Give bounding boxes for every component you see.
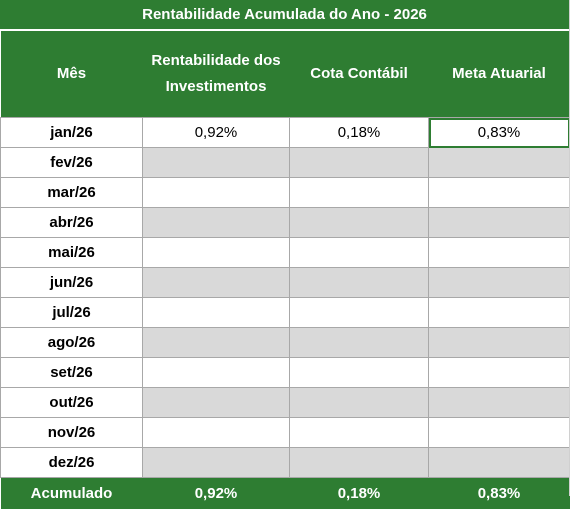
meta-cell[interactable] [429,328,570,358]
meta-cell[interactable] [429,418,570,448]
cota-cell[interactable] [290,268,429,298]
table-row: abr/26 [1,208,570,238]
month-cell[interactable]: dez/26 [1,448,143,478]
meta-cell[interactable] [429,178,570,208]
table-row: dez/26 [1,448,570,478]
cota-cell[interactable] [290,448,429,478]
rentabilidade-cell[interactable] [143,448,290,478]
cota-cell[interactable] [290,418,429,448]
cota-cell[interactable] [290,238,429,268]
month-cell[interactable]: jan/26 [1,118,143,148]
total-cota[interactable]: 0,18% [290,478,429,509]
header-rentabilidade-line1: Rentabilidade dos [151,52,280,69]
meta-cell[interactable] [429,238,570,268]
cota-cell[interactable] [290,208,429,238]
table-row: nov/26 [1,418,570,448]
table-row: jan/26 0,92% 0,18% 0,83% [1,118,570,148]
meta-cell[interactable] [429,298,570,328]
month-cell[interactable]: set/26 [1,358,143,388]
header-rentabilidade[interactable]: Rentabilidade dos Investimentos [143,31,290,118]
table-row: fev/26 [1,148,570,178]
rentabilidade-cell[interactable] [143,298,290,328]
cota-cell[interactable] [290,358,429,388]
meta-cell[interactable] [429,448,570,478]
header-cota[interactable]: Cota Contábil [290,31,429,118]
header-row: Mês Rentabilidade dos Investimentos Cota… [1,31,570,118]
cota-cell[interactable] [290,388,429,418]
table-row: jun/26 [1,268,570,298]
table-title: Rentabilidade Acumulada do Ano - 2026 [0,0,569,31]
total-label[interactable]: Acumulado [1,478,143,509]
rentabilidade-cell[interactable] [143,208,290,238]
rentabilidade-cell[interactable] [143,328,290,358]
total-meta[interactable]: 0,83% [429,478,570,509]
table-row: ago/26 [1,328,570,358]
meta-cell[interactable] [429,268,570,298]
header-rentabilidade-line2: Investimentos [166,78,267,95]
month-cell[interactable]: nov/26 [1,418,143,448]
header-meta[interactable]: Meta Atuarial [429,31,570,118]
header-month[interactable]: Mês [1,31,143,118]
rentabilidade-cell[interactable] [143,238,290,268]
rentabilidade-cell[interactable] [143,358,290,388]
month-cell[interactable]: mai/26 [1,238,143,268]
month-cell[interactable]: fev/26 [1,148,143,178]
cota-cell[interactable] [290,328,429,358]
rentabilidade-cell[interactable]: 0,92% [143,118,290,148]
meta-cell-selected[interactable]: 0,83% [429,118,570,148]
month-cell[interactable]: ago/26 [1,328,143,358]
month-cell[interactable]: mar/26 [1,178,143,208]
table-row: out/26 [1,388,570,418]
rentabilidade-cell[interactable] [143,148,290,178]
rentabilidade-cell[interactable] [143,178,290,208]
table-body: jan/26 0,92% 0,18% 0,83% fev/26 mar/26 a… [1,118,570,478]
table-row: mai/26 [1,238,570,268]
cota-cell[interactable] [290,298,429,328]
cota-cell[interactable] [290,148,429,178]
month-cell[interactable]: jun/26 [1,268,143,298]
month-cell[interactable]: jul/26 [1,298,143,328]
rentabilidade-cell[interactable] [143,418,290,448]
total-rentabilidade[interactable]: 0,92% [143,478,290,509]
total-row: Acumulado 0,92% 0,18% 0,83% [1,478,570,509]
month-cell[interactable]: out/26 [1,388,143,418]
month-cell[interactable]: abr/26 [1,208,143,238]
meta-cell[interactable] [429,358,570,388]
cota-cell[interactable]: 0,18% [290,118,429,148]
rentabilidade-cell[interactable] [143,388,290,418]
table-row: set/26 [1,358,570,388]
rentabilidade-table: Mês Rentabilidade dos Investimentos Cota… [0,31,570,509]
table-row: mar/26 [1,178,570,208]
table-row: jul/26 [1,298,570,328]
rentabilidade-cell[interactable] [143,268,290,298]
meta-cell[interactable] [429,208,570,238]
meta-cell[interactable] [429,388,570,418]
meta-cell[interactable] [429,148,570,178]
cota-cell[interactable] [290,178,429,208]
spreadsheet-sheet: Rentabilidade Acumulada do Ano - 2026 Mê… [0,0,570,496]
